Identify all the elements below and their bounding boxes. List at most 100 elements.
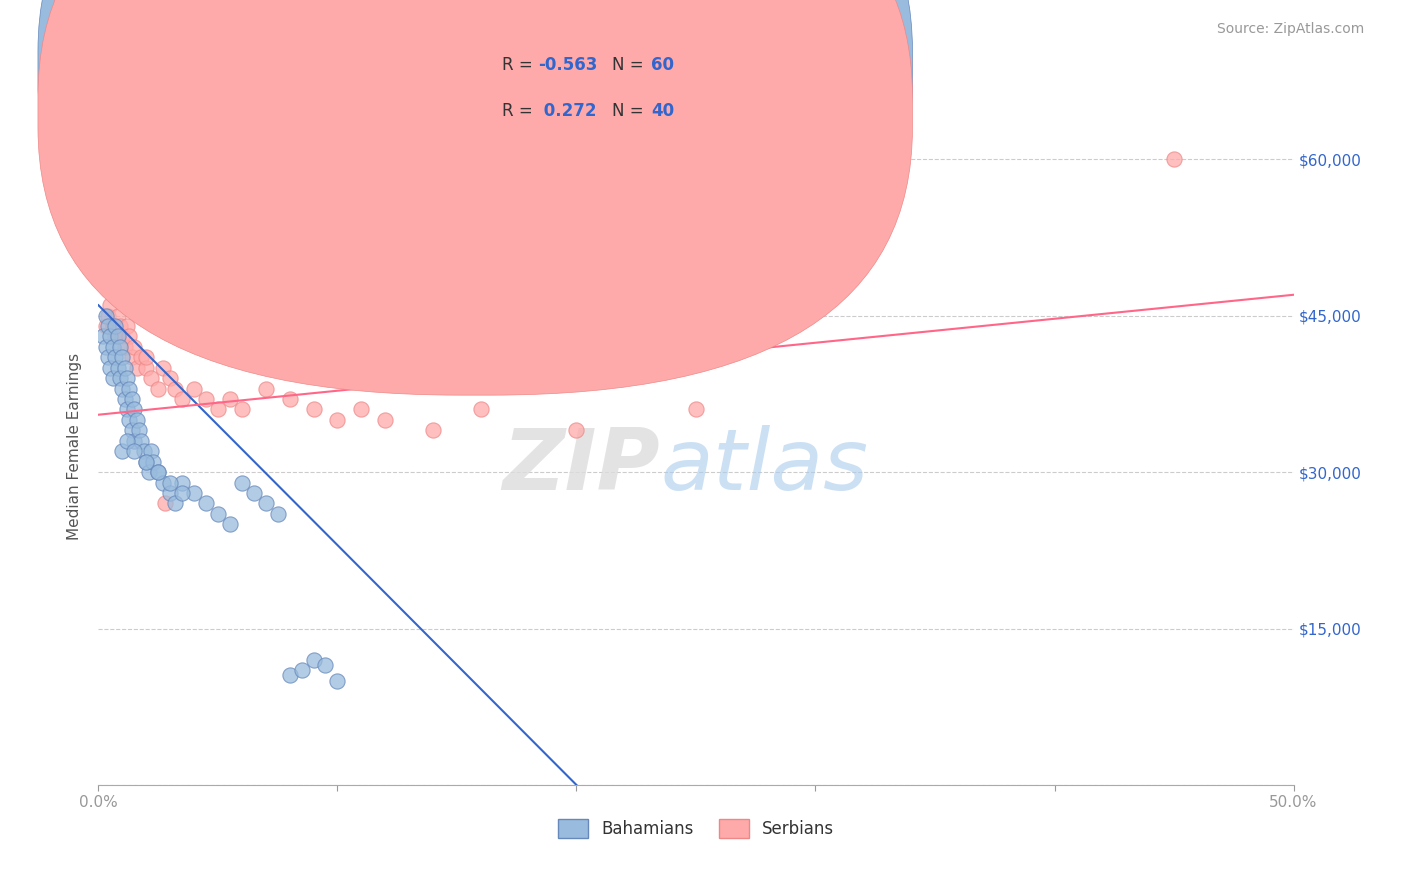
Point	[138, 465, 160, 479]
Point	[350, 402, 373, 417]
Point	[139, 371, 162, 385]
Point	[104, 351, 127, 365]
Legend: Bahamians, Serbians: Bahamians, Serbians	[551, 812, 841, 845]
Point	[231, 475, 253, 490]
Point	[195, 392, 218, 406]
Point	[107, 360, 129, 375]
Point	[131, 351, 153, 365]
Point	[107, 329, 129, 343]
Point	[97, 309, 120, 323]
Point	[374, 413, 396, 427]
Point	[278, 392, 301, 406]
Point	[107, 309, 129, 323]
Point	[125, 413, 148, 427]
Point	[139, 444, 162, 458]
Point	[207, 402, 229, 417]
Point	[94, 319, 117, 334]
Point	[135, 360, 157, 375]
Point	[104, 329, 127, 343]
Point	[326, 413, 349, 427]
Point	[111, 382, 134, 396]
Point	[115, 371, 138, 385]
Text: 60: 60	[651, 56, 673, 74]
Point	[94, 309, 117, 323]
Text: R =: R =	[502, 103, 538, 120]
Text: BAHAMIAN VS SERBIAN MEDIAN FEMALE EARNINGS CORRELATION CHART: BAHAMIAN VS SERBIAN MEDIAN FEMALE EARNIN…	[42, 22, 785, 40]
Text: R =: R =	[502, 56, 538, 74]
Point	[159, 371, 181, 385]
Point	[155, 496, 177, 510]
Point	[118, 329, 141, 343]
Point	[254, 382, 277, 396]
Point	[231, 402, 253, 417]
Point	[121, 392, 143, 406]
Point	[98, 360, 122, 375]
Point	[315, 658, 337, 673]
Point	[118, 413, 141, 427]
Point	[124, 434, 146, 448]
Point	[101, 319, 124, 334]
Point	[101, 340, 124, 354]
Point	[207, 507, 229, 521]
Point	[172, 392, 194, 406]
Point	[101, 371, 124, 385]
Y-axis label: Median Female Earnings: Median Female Earnings	[67, 352, 83, 540]
Point	[121, 423, 143, 437]
Point	[172, 486, 194, 500]
Point	[125, 360, 148, 375]
Point	[124, 340, 146, 354]
Point	[152, 360, 174, 375]
Text: N =: N =	[612, 103, 648, 120]
Point	[183, 382, 205, 396]
Point	[135, 351, 157, 365]
Point	[135, 455, 157, 469]
Point	[291, 663, 314, 677]
Point	[243, 486, 266, 500]
Text: Source: ZipAtlas.com: Source: ZipAtlas.com	[1216, 22, 1364, 37]
Point	[98, 298, 122, 312]
Point	[124, 402, 146, 417]
Point	[172, 475, 194, 490]
Point	[326, 673, 349, 688]
Point	[267, 507, 290, 521]
Point	[219, 392, 242, 406]
Text: -0.563: -0.563	[538, 56, 598, 74]
Point	[163, 382, 186, 396]
Point	[124, 444, 146, 458]
Point	[159, 486, 181, 500]
Point	[163, 496, 186, 510]
Point	[470, 402, 492, 417]
Point	[98, 329, 122, 343]
Point	[219, 517, 242, 532]
Point	[195, 496, 218, 510]
Point	[1163, 152, 1185, 166]
Point	[114, 340, 136, 354]
Point	[108, 371, 131, 385]
Point	[111, 329, 134, 343]
Point	[111, 444, 134, 458]
Text: 0.272: 0.272	[538, 103, 598, 120]
Point	[135, 455, 157, 469]
Point	[302, 402, 325, 417]
Point	[115, 402, 138, 417]
Point	[115, 434, 138, 448]
Point	[97, 351, 120, 365]
Point	[94, 340, 117, 354]
Text: 40: 40	[651, 103, 673, 120]
Point	[142, 455, 165, 469]
Point	[104, 319, 127, 334]
Point	[97, 319, 120, 334]
Text: ZIP: ZIP	[502, 425, 661, 508]
Point	[111, 351, 134, 365]
Text: N =: N =	[612, 56, 648, 74]
Point	[152, 475, 174, 490]
Point	[183, 486, 205, 500]
Point	[148, 465, 170, 479]
Point	[118, 382, 141, 396]
Point	[114, 360, 136, 375]
Point	[685, 402, 707, 417]
Point	[278, 668, 301, 682]
Point	[91, 329, 114, 343]
Point	[422, 423, 444, 437]
Point	[132, 444, 155, 458]
